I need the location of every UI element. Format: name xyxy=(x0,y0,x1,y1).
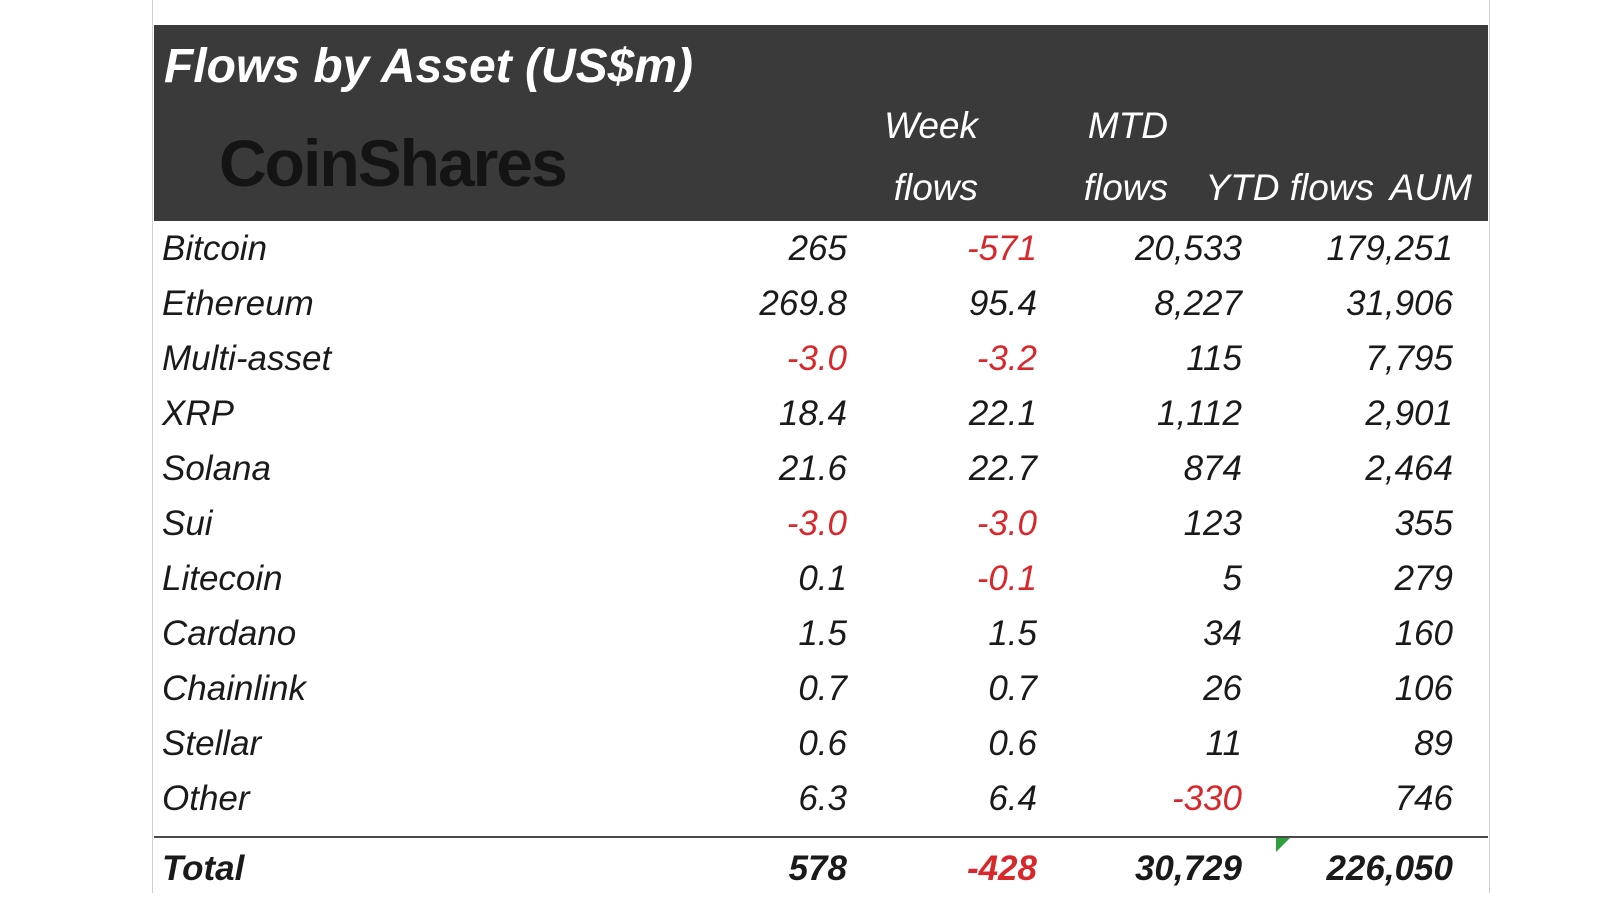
cell-mtd: 22.1 xyxy=(968,394,1037,433)
asset-name: Sui xyxy=(162,504,213,543)
cell-aum: 7,795 xyxy=(1365,339,1453,378)
asset-name: Solana xyxy=(162,449,271,488)
col-header-ytd-line2: YTD flows xyxy=(1205,167,1374,208)
asset-name: Bitcoin xyxy=(162,229,268,268)
asset-name: Multi-asset xyxy=(162,339,332,378)
cell-note-flag-icon xyxy=(1276,838,1290,852)
col-header-week: Week flows xyxy=(884,95,978,219)
cell-ytd: 874 xyxy=(1183,449,1242,488)
asset-name: XRP xyxy=(162,394,234,433)
total-label: Total xyxy=(162,849,245,888)
cell-aum: 226,050 xyxy=(1326,849,1453,888)
table-total-row: Total 578 -428 30,729 226,050 xyxy=(154,841,1488,897)
col-header-mtd-line1: MTD xyxy=(1087,105,1168,146)
table-row: Sui -3.0 -3.0 123 355 xyxy=(154,496,1488,552)
cell-aum: 31,906 xyxy=(1345,284,1453,323)
table-title: Flows by Asset (US$m) xyxy=(164,40,694,93)
cell-mtd: -571 xyxy=(966,229,1037,268)
cell-week: -3.0 xyxy=(786,504,847,543)
cell-aum: 2,464 xyxy=(1365,449,1453,488)
cell-aum: 2,901 xyxy=(1365,394,1453,433)
cell-ytd: 30,729 xyxy=(1134,849,1242,888)
col-header-ytd: YTD flows xyxy=(1205,157,1374,219)
cell-mtd: 95.4 xyxy=(968,284,1037,323)
cell-ytd: 26 xyxy=(1203,669,1242,708)
cell-aum: 179,251 xyxy=(1326,229,1453,268)
table-row: Bitcoin 265 -571 20,533 179,251 xyxy=(154,221,1488,277)
col-header-week-line1: Week xyxy=(884,105,978,146)
cell-mtd: 0.7 xyxy=(988,669,1037,708)
cell-ytd: 1,112 xyxy=(1157,394,1242,433)
cell-week: 18.4 xyxy=(778,394,847,433)
cell-mtd: 6.4 xyxy=(988,779,1037,818)
cell-ytd: 8,227 xyxy=(1154,284,1242,323)
cell-aum: 746 xyxy=(1394,779,1453,818)
total-divider xyxy=(154,836,1488,838)
table-row: Cardano 1.5 1.5 34 160 xyxy=(154,606,1488,662)
cell-mtd: -3.0 xyxy=(976,504,1037,543)
table-row: Solana 21.6 22.7 874 2,464 xyxy=(154,441,1488,497)
table-header: Flows by Asset (US$m) CoinShares Week fl… xyxy=(154,25,1488,221)
cell-mtd: 0.6 xyxy=(988,724,1037,763)
cell-week: 578 xyxy=(788,849,847,888)
cell-mtd: 1.5 xyxy=(988,614,1037,653)
cell-week: -3.0 xyxy=(786,339,847,378)
cell-ytd: 5 xyxy=(1222,559,1242,598)
cell-aum: 106 xyxy=(1394,669,1453,708)
col-header-week-line2: flows xyxy=(893,167,978,208)
cell-mtd: -428 xyxy=(966,849,1037,888)
cell-ytd: 20,533 xyxy=(1134,229,1242,268)
col-header-mtd-line2: flows xyxy=(1083,167,1168,208)
asset-name: Chainlink xyxy=(162,669,306,708)
cell-week: 0.7 xyxy=(798,669,847,708)
cell-ytd: 115 xyxy=(1186,339,1242,378)
table-row: Litecoin 0.1 -0.1 5 279 xyxy=(154,551,1488,607)
col-header-aum: AUM xyxy=(1390,157,1472,219)
cell-aum: 89 xyxy=(1414,724,1453,763)
cell-mtd: -3.2 xyxy=(976,339,1037,378)
table-row: Chainlink 0.7 0.7 26 106 xyxy=(154,661,1488,717)
cell-week: 21.6 xyxy=(778,449,847,488)
col-header-aum-line2: AUM xyxy=(1389,167,1472,208)
col-header-mtd: MTD flows xyxy=(1084,95,1168,219)
cell-aum: 279 xyxy=(1394,559,1453,598)
cell-ytd: 34 xyxy=(1203,614,1242,653)
cell-ytd: 123 xyxy=(1183,504,1242,543)
cell-week: 1.5 xyxy=(798,614,847,653)
asset-name: Litecoin xyxy=(162,559,283,598)
cell-ytd: -330 xyxy=(1171,779,1242,818)
table-row: Stellar 0.6 0.6 11 89 xyxy=(154,716,1488,772)
cell-aum: 355 xyxy=(1394,504,1453,543)
coinshares-logo: CoinShares xyxy=(219,126,568,200)
cell-week: 265 xyxy=(788,229,847,268)
table-row: Other 6.3 6.4 -330 746 xyxy=(154,771,1488,827)
cell-week: 0.1 xyxy=(798,559,847,598)
cell-mtd: 22.7 xyxy=(968,449,1037,488)
cell-mtd: -0.1 xyxy=(976,559,1037,598)
table-row: Ethereum 269.8 95.4 8,227 31,906 xyxy=(154,276,1488,332)
cell-aum: 160 xyxy=(1394,614,1453,653)
cell-ytd: 11 xyxy=(1205,724,1242,763)
cell-week: 6.3 xyxy=(798,779,847,818)
cell-week: 269.8 xyxy=(759,284,847,323)
asset-name: Other xyxy=(162,779,250,818)
table-row: XRP 18.4 22.1 1,112 2,901 xyxy=(154,386,1488,442)
asset-name: Cardano xyxy=(162,614,297,653)
table-row: Multi-asset -3.0 -3.2 115 7,795 xyxy=(154,331,1488,387)
asset-name: Ethereum xyxy=(162,284,314,323)
cell-week: 0.6 xyxy=(798,724,847,763)
asset-name: Stellar xyxy=(162,724,262,763)
